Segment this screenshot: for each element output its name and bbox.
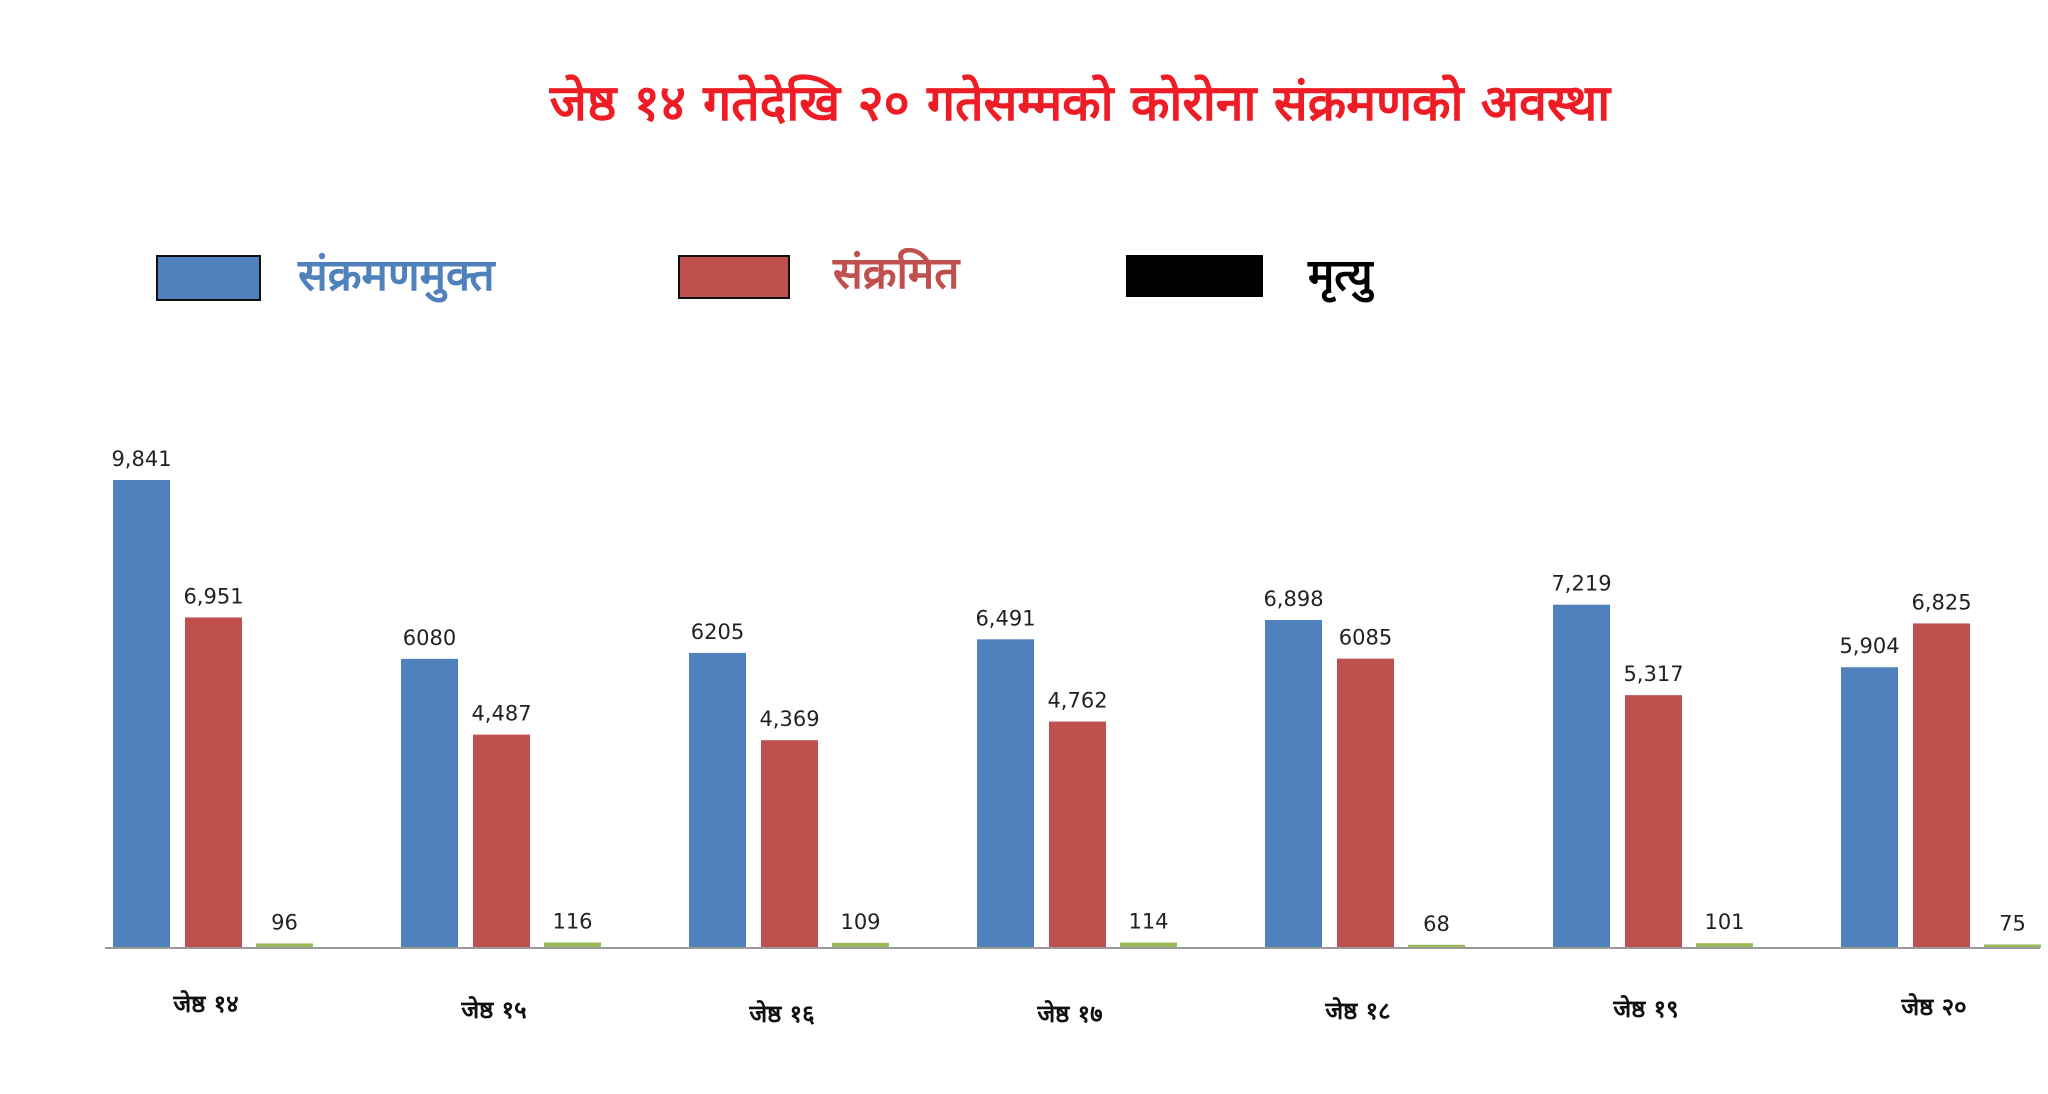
value-label-recovered-5: 6,898 <box>1263 587 1323 611</box>
legend-swatch-recovered <box>156 255 261 301</box>
bar-recovered-3 <box>689 652 746 948</box>
bar-infected-4 <box>1049 721 1106 948</box>
bar-deaths-7 <box>1984 944 2041 948</box>
value-label-deaths-2: 116 <box>552 909 592 933</box>
bar-recovered-5 <box>1265 619 1322 948</box>
category-label-5: जेष्ठ १८ <box>1324 996 1390 1025</box>
bar-infected-7 <box>1913 623 1970 948</box>
value-label-recovered-4: 6,491 <box>975 606 1035 630</box>
value-label-group: 9,841 6,951 96 6080 4,487 116 6205 4,369 109 6,49… <box>111 447 2025 936</box>
bar-deaths-2 <box>544 942 601 948</box>
legend-label-infected: संक्रमित <box>832 247 961 299</box>
value-label-infected-5: 6085 <box>1339 626 1392 650</box>
value-label-recovered-2: 6080 <box>403 626 456 650</box>
bar-recovered-1 <box>113 480 170 948</box>
bar-group <box>113 480 2041 948</box>
chart-title: जेष्ठ १४ गतेदेखि २० गतेसम्मको कोरोना संक… <box>549 73 1613 132</box>
bar-infected-5 <box>1337 658 1394 948</box>
category-label-1: जेष्ठ १४ <box>172 989 238 1018</box>
bar-recovered-4 <box>977 639 1034 948</box>
value-label-deaths-1: 96 <box>271 910 298 934</box>
bar-recovered-2 <box>401 658 458 948</box>
value-label-recovered-1: 9,841 <box>111 447 171 471</box>
bar-infected-3 <box>761 740 818 948</box>
bar-deaths-5 <box>1408 944 1465 948</box>
value-label-infected-6: 5,317 <box>1623 662 1683 686</box>
value-label-infected-7: 6,825 <box>1911 590 1971 614</box>
value-label-deaths-6: 101 <box>1704 910 1744 934</box>
bar-deaths-4 <box>1120 942 1177 948</box>
value-label-recovered-3: 6205 <box>691 620 744 644</box>
bar-recovered-7 <box>1841 667 1898 948</box>
bar-infected-1 <box>185 617 242 948</box>
legend-swatch-infected <box>678 255 790 299</box>
bar-deaths-6 <box>1696 943 1753 948</box>
legend: संक्रमणमुक्त संक्रमित मृत्यु <box>156 247 1375 303</box>
bar-deaths-1 <box>256 943 313 948</box>
category-label-group: जेष्ठ १४ जेष्ठ १५ जेष्ठ १६ जेष्ठ १७ जेष्ठ १८… <box>172 989 1966 1028</box>
value-label-deaths-7: 75 <box>1999 911 2026 935</box>
category-label-2: जेष्ठ १५ <box>460 995 526 1024</box>
value-label-infected-1: 6,951 <box>183 584 243 608</box>
value-label-recovered-7: 5,904 <box>1839 634 1899 658</box>
value-label-infected-3: 4,369 <box>759 707 819 731</box>
value-label-recovered-6: 7,219 <box>1551 572 1611 596</box>
value-label-deaths-5: 68 <box>1423 912 1450 936</box>
bar-recovered-6 <box>1553 604 1610 948</box>
value-label-deaths-4: 114 <box>1128 910 1168 934</box>
value-label-deaths-3: 109 <box>840 910 880 934</box>
bar-infected-2 <box>473 734 530 948</box>
category-label-7: जेष्ठ २० <box>1900 992 1966 1021</box>
value-label-infected-2: 4,487 <box>471 702 531 726</box>
bar-deaths-3 <box>832 942 889 948</box>
value-label-infected-4: 4,762 <box>1047 689 1107 713</box>
category-label-6: जेष्ठ १९ <box>1612 994 1678 1023</box>
category-label-3: जेष्ठ १६ <box>748 999 814 1028</box>
bar-infected-6 <box>1625 695 1682 948</box>
legend-swatch-deaths <box>1126 255 1263 297</box>
legend-label-recovered: संक्रमणमुक्त <box>297 250 497 303</box>
legend-label-deaths: मृत्यु <box>1307 250 1375 303</box>
category-label-4: जेष्ठ १७ <box>1036 999 1102 1028</box>
